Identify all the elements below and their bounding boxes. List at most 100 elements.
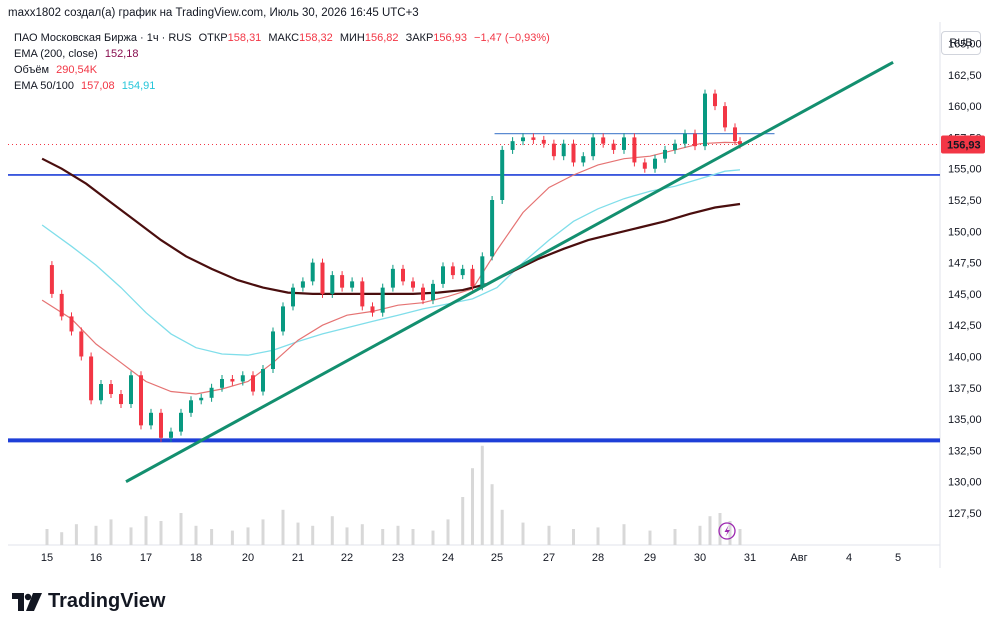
volume-bar: [281, 509, 285, 545]
y-axis: 127,50 130,00 132,50 135,00 137,50 140,00 142,…: [941, 39, 985, 520]
candle-body: [693, 133, 697, 147]
volume-bar: [480, 445, 484, 545]
low-label: МИН: [339, 32, 365, 44]
ema100-value: 154,91: [121, 80, 156, 92]
open-value: 158,31: [227, 32, 262, 44]
volume-bar: [109, 519, 113, 545]
candle-body: [199, 397, 204, 401]
volume-bar: [698, 525, 702, 545]
candle-body: [653, 158, 657, 169]
low-value: 156,82: [364, 32, 399, 44]
ema100-line[interactable]: [41, 169, 741, 356]
x-tick-label: 23: [392, 552, 404, 564]
y-tick-label: 162,50: [948, 70, 982, 82]
y-tick-label: 142,50: [948, 320, 982, 332]
candle-body: [551, 143, 556, 157]
candle-body: [632, 137, 637, 163]
volume-bar: [159, 521, 163, 545]
volume-bar: [144, 516, 148, 545]
x-tick-label: 20: [242, 552, 254, 564]
volume-bars: [45, 445, 742, 545]
close-label: ЗАКР: [405, 32, 434, 44]
candle-body: [713, 93, 717, 107]
volume-bar: [60, 532, 64, 545]
uptrend-line[interactable]: [125, 60, 894, 483]
ema50-value: 157,08: [81, 80, 115, 92]
high-label: МАКС: [268, 32, 300, 44]
volume-bar: [360, 524, 364, 545]
candle-body: [281, 306, 285, 332]
symbol-label[interactable]: ПАО Московская Биржа · 1ч · RUS: [14, 32, 192, 44]
candle-body: [179, 412, 183, 432]
volume-bar: [381, 529, 385, 545]
y-tick-label: 155,00: [948, 164, 982, 176]
legend-symbol-row: ПАО Московская Биржа · 1ч · RUS ОТКР158,…: [14, 30, 550, 46]
candle-body: [411, 281, 415, 288]
legend-ema50-100-row[interactable]: EMA 50/100 157,08 154,91: [14, 78, 550, 94]
volume-bar: [210, 529, 214, 545]
candle-body: [119, 394, 123, 405]
volume-label: Объём: [14, 64, 50, 76]
candle-body: [521, 137, 525, 142]
candle-body: [480, 256, 485, 287]
candle-body: [149, 412, 153, 426]
volume-bar: [431, 530, 435, 545]
high-value: 158,32: [299, 32, 333, 44]
chart-legend: ПАО Московская Биржа · 1ч · RUS ОТКР158,…: [14, 30, 550, 94]
volume-bar: [330, 516, 334, 545]
x-tick-label: 28: [592, 552, 604, 564]
x-tick-label: Авг: [790, 552, 807, 564]
volume-bar: [471, 468, 474, 545]
tradingview-logo: TradingView: [12, 590, 165, 613]
volume-bar: [246, 527, 250, 545]
volume-bar: [648, 530, 652, 545]
y-tick-label: 137,50: [948, 383, 982, 395]
candle-body: [490, 200, 495, 257]
candle-body: [622, 137, 626, 150]
candle-body: [581, 156, 586, 163]
candle-body: [703, 93, 707, 147]
candle-body: [209, 387, 214, 398]
candle-body: [169, 431, 173, 438]
chart-attribution: maxx1802 создал(а) график на TradingView…: [8, 7, 419, 19]
x-tick-label: 21: [292, 552, 304, 564]
currency-button[interactable]: RUB: [941, 31, 981, 55]
ema200-line[interactable]: [41, 157, 741, 295]
volume-bar: [194, 525, 198, 545]
candle-body: [561, 143, 566, 157]
candle-body: [541, 139, 546, 144]
candle-body: [220, 379, 224, 388]
candle-body: [230, 379, 235, 382]
candle-body: [401, 268, 405, 282]
y-tick-label: 165,00: [948, 39, 982, 51]
y-tick-label: 145,00: [948, 289, 982, 301]
x-tick-label: 17: [140, 552, 152, 564]
candle-body: [723, 106, 727, 128]
y-tick-label: 147,50: [948, 258, 982, 270]
ema50-line[interactable]: [41, 141, 741, 395]
volume-bar: [738, 529, 742, 545]
volume-bar: [230, 530, 234, 545]
x-axis: 15 16 17 18 20 21 22 23 24 25 27 28 29 30 31 Авг 4 5: [41, 552, 901, 564]
legend-ema200-row[interactable]: EMA (200, close) 152,18: [14, 46, 550, 62]
y-tick-label: 135,00: [948, 414, 982, 426]
candle-body: [330, 275, 335, 294]
volume-bar: [411, 529, 415, 545]
legend-volume-row[interactable]: Объём 290,54K: [14, 62, 550, 78]
y-tick-label: 152,50: [948, 195, 982, 207]
candle-body: [159, 412, 163, 438]
lightning-icon[interactable]: [718, 522, 736, 540]
volume-bar: [296, 522, 300, 545]
x-tick-label: 22: [341, 552, 353, 564]
volume-bar: [179, 513, 183, 545]
volume-bar: [673, 529, 677, 545]
ema-lines: [41, 141, 741, 395]
trendline-layer[interactable]: [125, 60, 894, 483]
candle-body: [109, 384, 113, 395]
volume-bar: [596, 527, 600, 545]
volume-bar: [345, 527, 349, 545]
x-tick-label: 30: [694, 552, 706, 564]
candle-body: [390, 268, 395, 288]
volume-bar: [311, 525, 315, 545]
